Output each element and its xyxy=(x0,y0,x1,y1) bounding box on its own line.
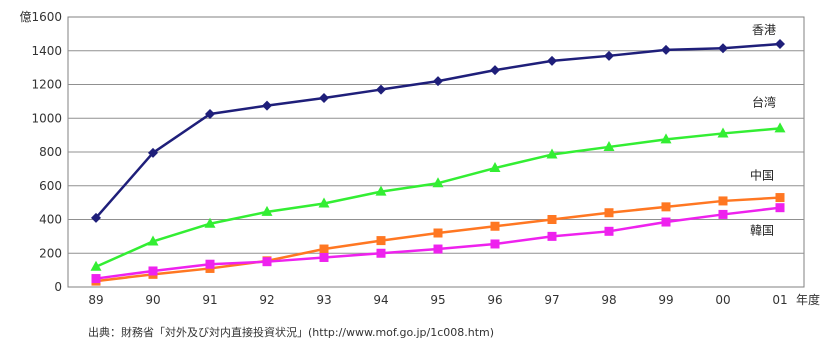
data-point xyxy=(148,147,158,158)
data-point xyxy=(661,202,671,212)
data-point xyxy=(376,84,386,95)
data-point xyxy=(91,212,101,223)
data-point xyxy=(205,259,215,269)
x-tick-label: 93 xyxy=(316,293,331,307)
data-point xyxy=(546,148,558,159)
data-point xyxy=(547,55,557,66)
data-point xyxy=(604,50,614,61)
data-point xyxy=(148,266,158,276)
data-point xyxy=(604,226,614,236)
x-tick-label: 89 xyxy=(88,293,103,307)
series-4 xyxy=(91,203,785,284)
data-point xyxy=(262,257,272,267)
data-point xyxy=(205,109,215,120)
data-point xyxy=(261,205,273,216)
x-tick-label: 92 xyxy=(259,293,274,307)
data-point xyxy=(319,93,329,103)
x-axis-unit-label: 年度 xyxy=(796,292,820,307)
data-point xyxy=(376,236,386,246)
data-point xyxy=(490,239,500,249)
data-point xyxy=(717,127,729,138)
x-tick-label: 95 xyxy=(430,293,445,307)
y-tick-label: 1400 xyxy=(31,44,62,58)
data-point xyxy=(660,133,672,144)
data-point xyxy=(774,122,786,133)
data-point xyxy=(718,43,728,54)
y-tick-label: 400 xyxy=(39,213,62,227)
series-name-label: 台湾 xyxy=(752,94,776,109)
data-point xyxy=(375,185,387,196)
y-tick-label: 600 xyxy=(39,179,62,193)
data-point xyxy=(775,193,785,203)
data-point xyxy=(661,217,671,227)
x-tick-label: 90 xyxy=(145,293,160,307)
data-point xyxy=(262,100,272,111)
x-tick-label: 97 xyxy=(544,293,559,307)
y-tick-label: 1200 xyxy=(31,78,62,92)
x-tick-label: 99 xyxy=(658,293,673,307)
data-point xyxy=(547,231,557,241)
series-name-label: 香港 xyxy=(752,23,776,37)
data-point xyxy=(661,44,671,55)
series-1 xyxy=(91,39,785,223)
data-point xyxy=(147,235,159,246)
series-name-label: 韓国 xyxy=(750,224,774,238)
y-tick-label: 1000 xyxy=(31,111,62,125)
series-2 xyxy=(90,122,786,271)
data-point xyxy=(718,196,728,206)
data-point xyxy=(204,217,216,228)
data-point xyxy=(718,209,728,219)
y-tick-label: 200 xyxy=(39,246,62,260)
data-point xyxy=(489,162,501,173)
data-point xyxy=(604,208,614,218)
y-tick-label: 0 xyxy=(54,280,62,294)
source-note: 出典：財務省「対外及び対内直接投資状況」(http://www.mof.go.j… xyxy=(88,326,495,339)
x-tick-label: 96 xyxy=(487,293,502,307)
data-point xyxy=(319,244,329,254)
data-point xyxy=(775,39,785,49)
y-tick-label: 800 xyxy=(39,145,62,159)
data-point xyxy=(91,274,101,284)
data-point xyxy=(775,203,785,213)
data-point xyxy=(432,177,444,188)
data-point xyxy=(319,252,329,262)
data-point xyxy=(376,248,386,258)
data-point xyxy=(547,215,557,224)
y-tick-label: 億1600 xyxy=(19,10,62,24)
data-point xyxy=(490,65,500,76)
x-tick-label: 01 xyxy=(772,293,787,307)
data-point xyxy=(603,140,615,151)
data-point xyxy=(318,197,330,208)
data-point xyxy=(433,228,443,238)
data-point xyxy=(90,260,102,271)
data-point xyxy=(433,76,443,87)
x-tick-label: 94 xyxy=(373,293,388,307)
data-point xyxy=(433,244,443,254)
x-tick-label: 91 xyxy=(202,293,217,307)
data-point xyxy=(490,221,500,231)
x-tick-label: 00 xyxy=(715,293,730,307)
x-tick-label: 98 xyxy=(601,293,616,307)
series-name-label: 中国 xyxy=(750,168,774,183)
